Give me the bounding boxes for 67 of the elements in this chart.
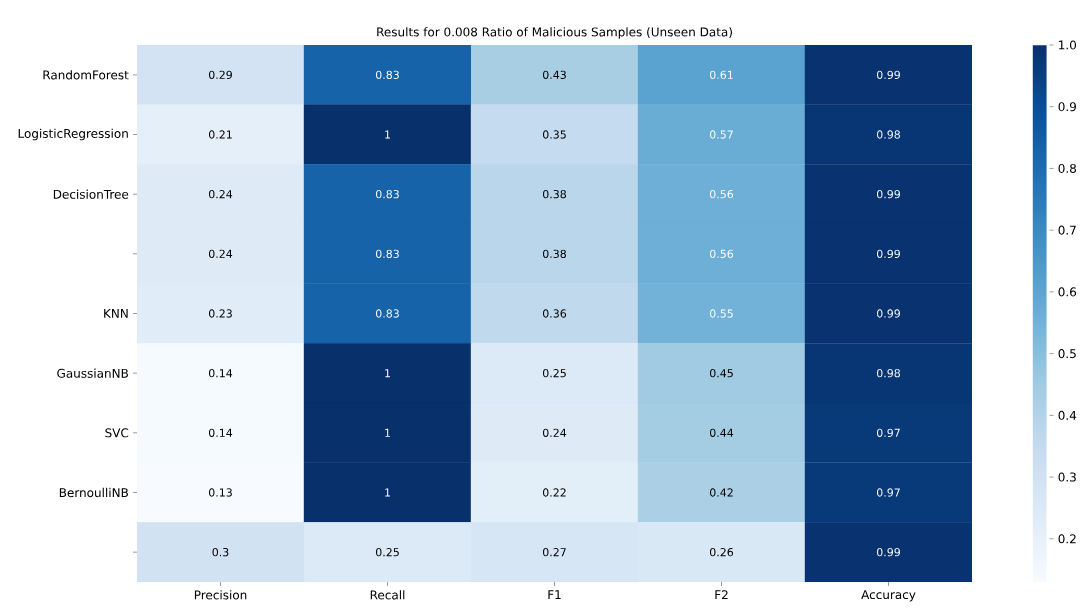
color-bar-label: 1.0 bbox=[1059, 40, 1077, 50]
data-label: 0.24 bbox=[208, 249, 233, 258]
data-label: 0.83 bbox=[375, 190, 399, 199]
color-bar-label: 0.7 bbox=[1058, 225, 1076, 235]
data-label: 0.98 bbox=[876, 130, 900, 139]
y-tick-label: DecisionTree bbox=[53, 189, 129, 199]
data-label: 0.23 bbox=[208, 309, 232, 318]
data-label: 0.27 bbox=[542, 548, 566, 557]
data-label: 1 bbox=[385, 428, 390, 437]
x-tick-label: Accuracy bbox=[861, 590, 916, 602]
data-label: 0.38 bbox=[542, 249, 566, 258]
x-tick-label: Recall bbox=[370, 590, 405, 600]
y-tick-label: LogisticRegression bbox=[18, 128, 128, 141]
chart-title: Results for 0.008 Ratio of Malicious Samples (Unseen Data) bbox=[377, 27, 732, 39]
y-tick-label: GaussianNB bbox=[57, 368, 128, 378]
data-label: 0.97 bbox=[876, 428, 900, 437]
x-tick-label: Precision bbox=[194, 590, 247, 600]
data-label: 0.36 bbox=[542, 309, 567, 318]
color-bar-label: 0.3 bbox=[1058, 472, 1076, 482]
data-label: 1 bbox=[385, 369, 390, 378]
color-bar-label: 0.8 bbox=[1058, 163, 1076, 173]
data-label: 0.99 bbox=[876, 548, 900, 557]
data-label: 0.43 bbox=[542, 70, 566, 79]
x-tick-label: F1 bbox=[548, 590, 561, 599]
color-bar-label: 0.9 bbox=[1058, 102, 1076, 112]
color-bar-label: 0.2 bbox=[1058, 534, 1076, 544]
data-label: 0.26 bbox=[709, 548, 734, 557]
data-label: 0.83 bbox=[375, 309, 399, 318]
data-label: 0.99 bbox=[876, 309, 900, 318]
data-label: 0.83 bbox=[375, 70, 399, 79]
y-tick-label: KNN bbox=[104, 309, 128, 318]
data-label: 0.24 bbox=[208, 190, 233, 199]
data-label: 0.21 bbox=[208, 130, 232, 139]
data-label: 1 bbox=[385, 488, 390, 497]
data-label: 0.35 bbox=[542, 130, 566, 139]
data-label: 0.14 bbox=[208, 428, 233, 437]
data-label: 0.22 bbox=[542, 488, 566, 497]
data-label: 0.61 bbox=[709, 70, 733, 79]
x-tick-label: F2 bbox=[715, 590, 728, 600]
y-tick-label: SVC bbox=[105, 428, 129, 438]
data-label: 0.14 bbox=[208, 369, 233, 378]
data-label: 0.44 bbox=[709, 428, 734, 437]
data-label: 0.38 bbox=[542, 190, 566, 199]
data-label: 0.97 bbox=[876, 488, 900, 497]
data-label: 0.98 bbox=[876, 369, 900, 378]
data-label: 0.45 bbox=[709, 369, 733, 378]
data-label: 0.42 bbox=[709, 488, 733, 497]
data-label: 0.29 bbox=[208, 70, 232, 79]
data-label: 0.83 bbox=[375, 249, 399, 258]
data-label: 0.13 bbox=[208, 488, 232, 497]
color-bar-label: 0.6 bbox=[1058, 287, 1077, 297]
y-tick-label: RandomForest bbox=[43, 70, 129, 80]
color-bar-label: 0.5 bbox=[1058, 349, 1076, 359]
data-label: 0.99 bbox=[876, 70, 900, 79]
data-label: 0.99 bbox=[876, 190, 900, 199]
data-label: 0.56 bbox=[709, 249, 734, 258]
data-label: 0.56 bbox=[709, 190, 734, 199]
data-label: 0.55 bbox=[709, 309, 733, 318]
y-tick-label: BernoulliNB bbox=[59, 487, 128, 498]
data-label: 0.24 bbox=[542, 428, 567, 437]
data-label: 0.25 bbox=[542, 369, 566, 378]
data-label: 1 bbox=[385, 130, 390, 139]
data-label: 0.3 bbox=[212, 548, 229, 557]
data-label: 0.57 bbox=[709, 130, 733, 139]
color-bar-label: 0.4 bbox=[1058, 410, 1077, 420]
data-label: 0.99 bbox=[876, 249, 900, 258]
data-label: 0.25 bbox=[375, 548, 399, 557]
